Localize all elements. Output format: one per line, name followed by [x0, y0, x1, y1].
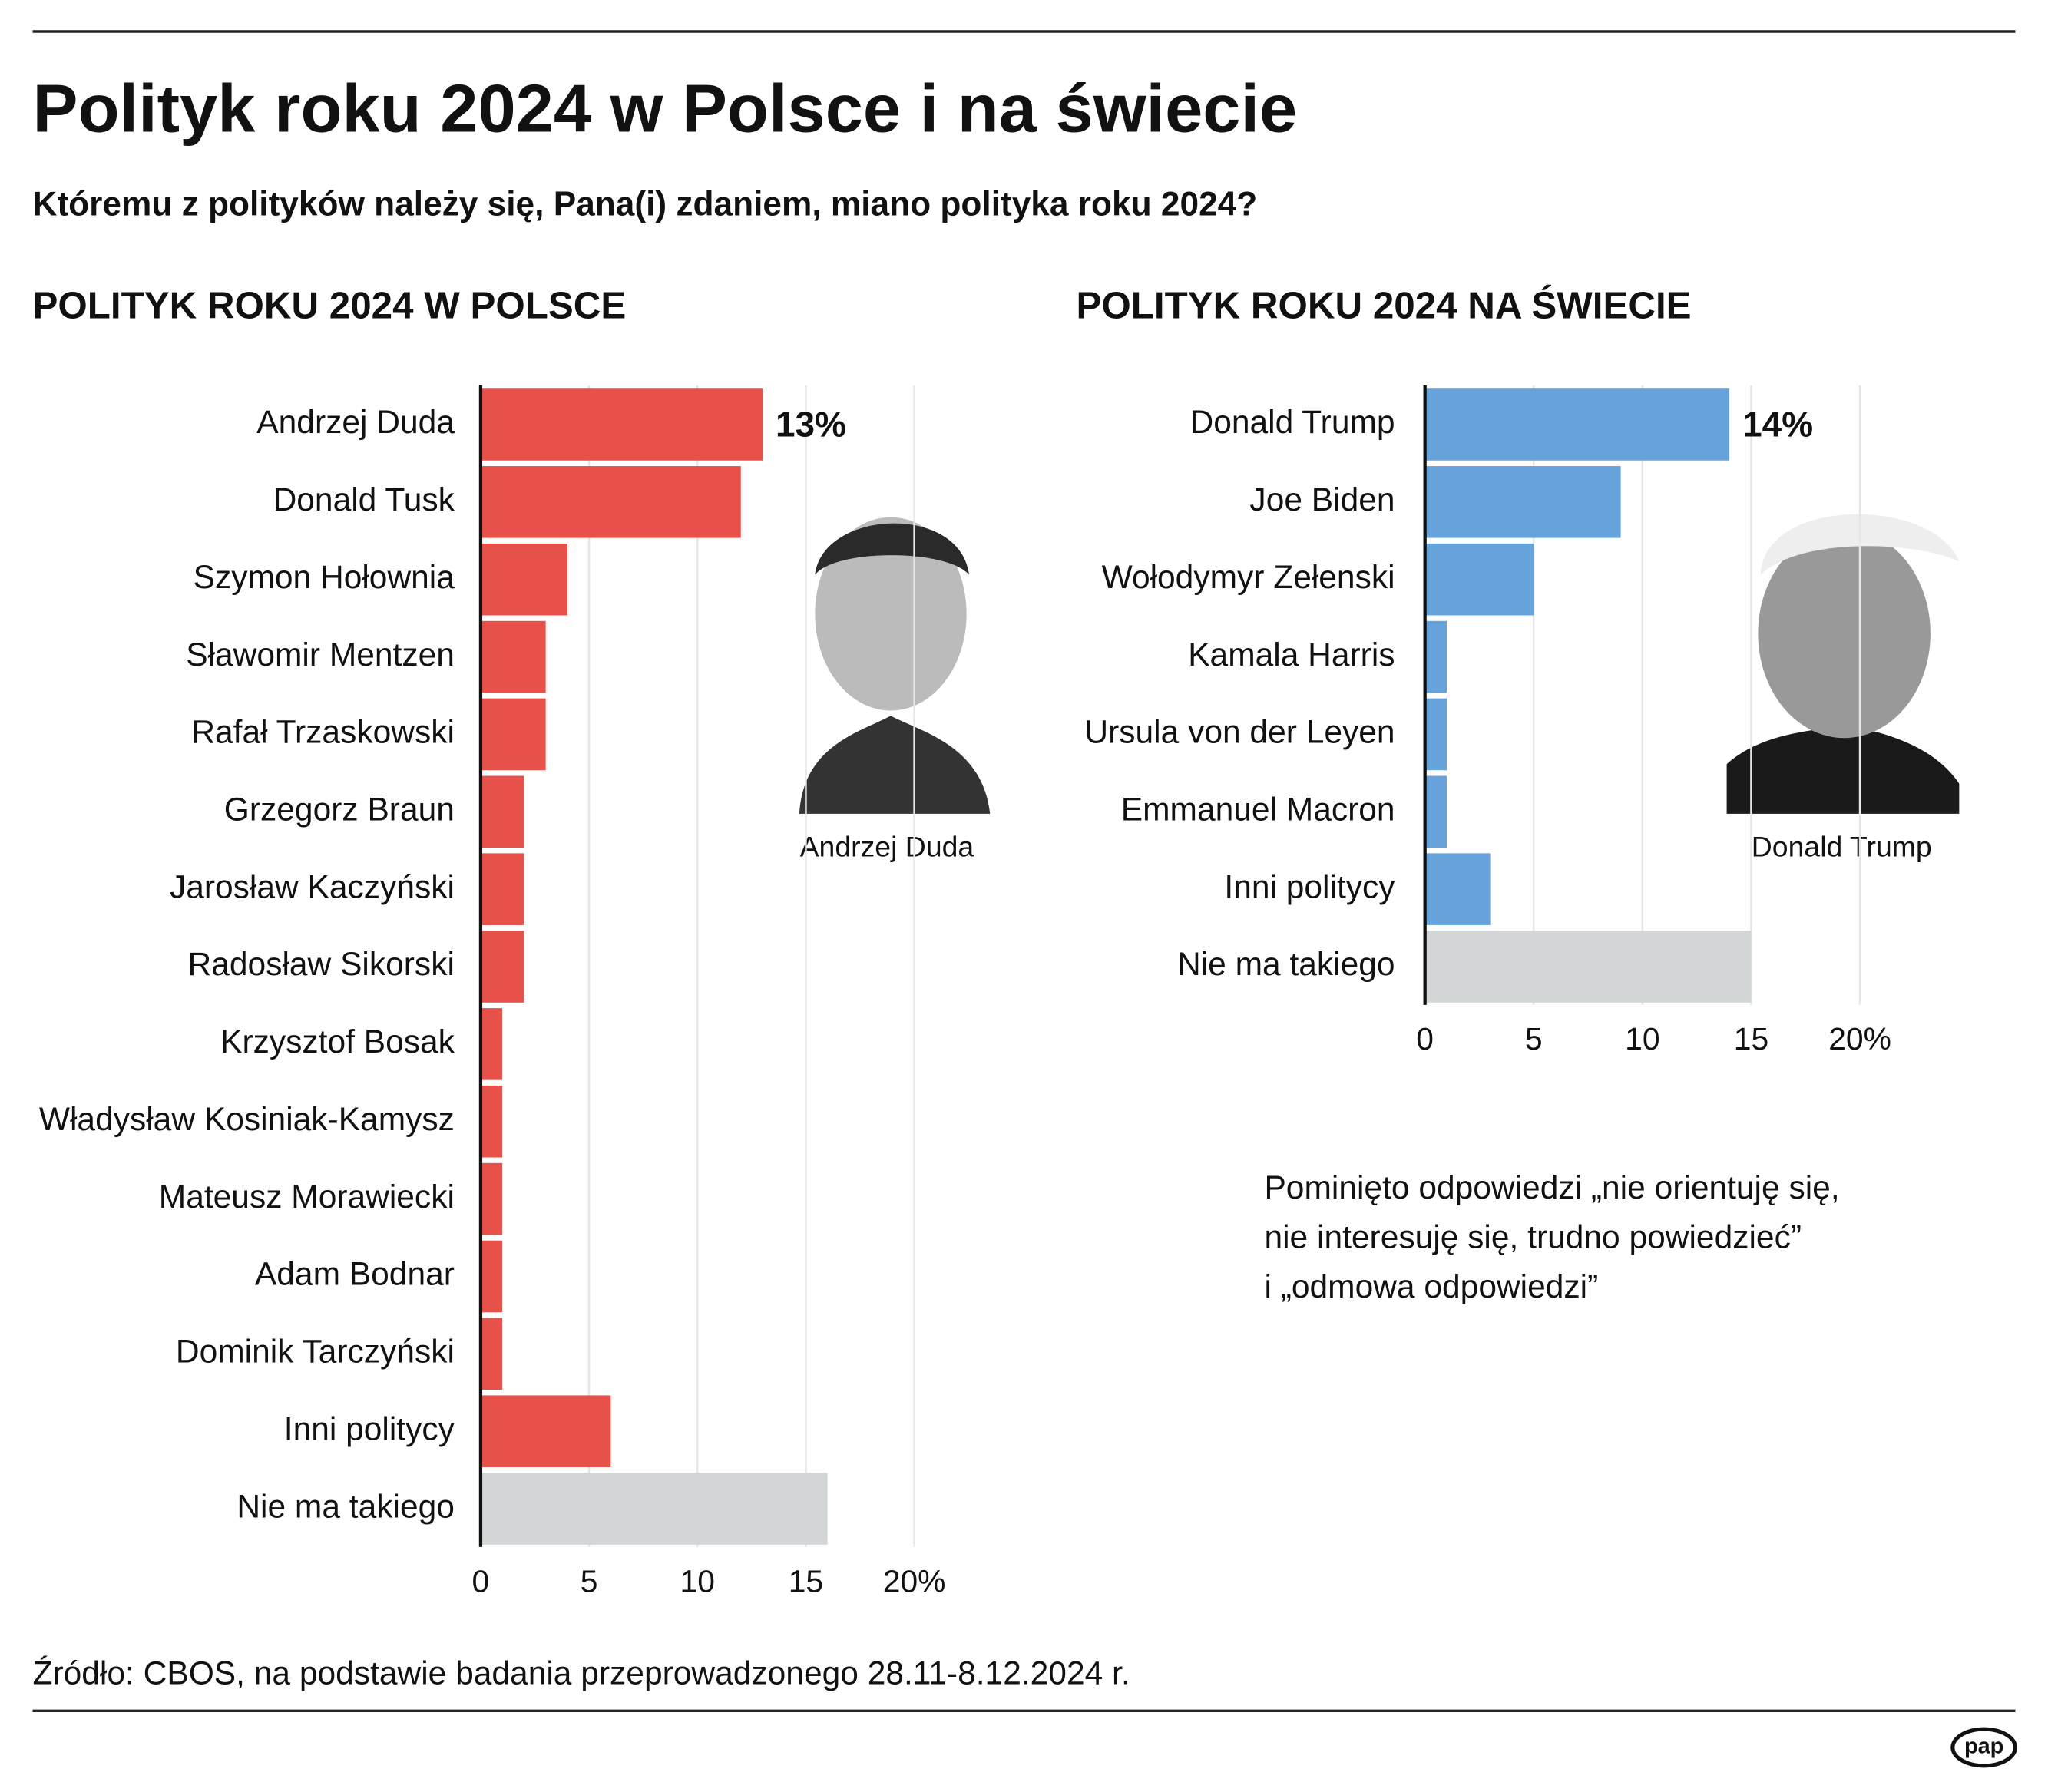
- y-tick-label: Sławomir Mentzen: [186, 637, 455, 673]
- y-tick-label: Donald Trump: [1190, 405, 1395, 441]
- x-tick-label: 10: [1625, 1021, 1659, 1056]
- y-tick-label: Ursula von der Leyen: [1084, 715, 1395, 751]
- chart-title: POLITYK ROKU 2024 W POLSCE: [33, 285, 627, 327]
- note: nie interesuję się, trudno powiedzieć”: [1264, 1220, 1802, 1256]
- y-tick-label: Inni politycy: [1224, 869, 1395, 905]
- x-tick-label: 5: [581, 1563, 598, 1599]
- x-tick-label: 20%: [883, 1563, 946, 1599]
- logo: pap: [1964, 1734, 2003, 1759]
- bar: [480, 1318, 503, 1390]
- bar: [480, 543, 567, 616]
- x-tick-label: 15: [789, 1563, 823, 1599]
- value-label: 13%: [776, 405, 846, 445]
- bar: [480, 1085, 503, 1158]
- x-tick-label: 5: [1525, 1021, 1543, 1056]
- bar: [480, 698, 546, 771]
- bar: [1424, 853, 1491, 925]
- note: Pominięto odpowiedzi „nie orientuję się,: [1264, 1170, 1839, 1206]
- y-tick-label: Szymon Hołownia: [194, 560, 455, 596]
- y-tick-label: Mateusz Morawiecki: [159, 1179, 455, 1215]
- bar: [480, 1395, 611, 1467]
- bar: [480, 775, 524, 848]
- photo-caption: Andrzej Duda: [800, 831, 974, 863]
- bar: [480, 620, 546, 693]
- y-tick-label: Wołodymyr Zełenski: [1102, 560, 1395, 596]
- y-tick-label: Dominik Tarczyński: [176, 1334, 455, 1370]
- bar: [480, 931, 524, 1003]
- y-tick-label: Adam Bodnar: [255, 1257, 455, 1293]
- x-tick-label: 0: [472, 1563, 490, 1599]
- y-tick-label: Nie ma takiego: [237, 1489, 455, 1525]
- bar: [1424, 775, 1447, 848]
- logo-frame: [1950, 1727, 2018, 1768]
- y-tick-label: Donald Tusk: [273, 482, 455, 518]
- bar: [480, 1162, 503, 1235]
- y-tick-label: Inni politycy: [284, 1411, 455, 1447]
- bar: [1424, 388, 1730, 461]
- bar: [480, 1473, 828, 1545]
- x-tick-label: 10: [680, 1563, 715, 1599]
- bar: [1424, 698, 1447, 771]
- page-title: Polityk roku 2024 w Polsce i na świecie: [33, 71, 1298, 147]
- y-tick-label: Emmanuel Macron: [1121, 792, 1395, 828]
- value-label: 14%: [1742, 405, 1813, 445]
- y-tick-label: Krzysztof Bosak: [220, 1024, 455, 1060]
- chart-title: POLITYK ROKU 2024 NA ŚWIECIE: [1077, 284, 1692, 327]
- bar: [1424, 620, 1447, 693]
- bar: [1424, 543, 1534, 616]
- subtitle: Któremu z polityków należy się, Pana(i) …: [33, 186, 1258, 223]
- y-tick-label: Joe Biden: [1249, 482, 1395, 518]
- photo: [799, 517, 991, 814]
- bar: [480, 853, 524, 925]
- bar: [480, 1240, 503, 1313]
- bar: [480, 466, 741, 538]
- y-tick-label: Andrzej Duda: [256, 405, 455, 441]
- y-tick-label: Kamala Harris: [1188, 637, 1395, 673]
- bar: [480, 1008, 503, 1080]
- photo-caption: Donald Trump: [1752, 831, 1932, 863]
- x-tick-label: 15: [1734, 1021, 1768, 1056]
- y-tick-label: Nie ma takiego: [1177, 947, 1395, 983]
- bar: [480, 388, 763, 461]
- photo: [1726, 514, 1960, 814]
- y-tick-label: Radosław Sikorski: [188, 947, 455, 983]
- note: i „odmowa odpowiedzi”: [1264, 1269, 1598, 1305]
- y-tick-label: Jarosław Kaczyński: [170, 869, 455, 905]
- y-tick-label: Rafał Trzaskowski: [191, 715, 455, 751]
- y-tick-label: Władysław Kosiniak-Kamysz: [39, 1102, 455, 1138]
- bar: [1424, 931, 1752, 1003]
- x-tick-label: 20%: [1828, 1021, 1891, 1056]
- y-tick-label: Grzegorz Braun: [224, 792, 455, 828]
- bar: [1424, 466, 1621, 538]
- x-tick-label: 0: [1416, 1021, 1434, 1056]
- source: Źródło: CBOS, na podstawie badania przep…: [33, 1656, 1130, 1692]
